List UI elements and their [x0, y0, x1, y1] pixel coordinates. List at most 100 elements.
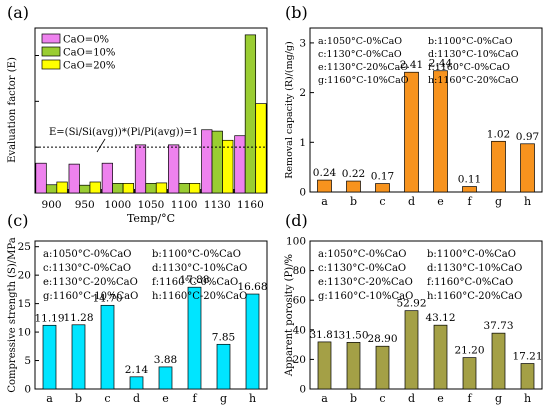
data-label-c: 0.17 — [371, 171, 394, 183]
legend-entry-3: c:1130°C-0%CaO — [318, 49, 402, 60]
bar-CaO10-1130 — [211, 130, 223, 194]
y-tick-label-0: 0 — [24, 384, 31, 396]
y-axis-a — [35, 55, 39, 148]
bar-g — [491, 140, 506, 193]
bar-h — [520, 143, 535, 193]
legend-entry-1: a:1050°C-0%CaO — [318, 36, 402, 47]
data-label-g: 7.85 — [212, 331, 235, 343]
legend-entry-6: f:1160°C-0%CaO — [152, 277, 238, 288]
bar-d — [404, 71, 419, 193]
bar-CaO10-1050 — [145, 183, 157, 194]
y-tick-label-2: 2 — [299, 87, 306, 99]
legend-entry-8: h:1160°C-20%CaO — [428, 75, 519, 86]
panel-b: (b) Removal capacity (R)/(mg/g) 0 1 2 3 a b c… — [284, 3, 543, 208]
legend-entry-4: d:1130°C-10%CaO — [427, 263, 522, 274]
y-axis-c: 0 5 10 15 20 25 — [18, 241, 39, 396]
legend-entry-6: f:1160°C-0%CaO — [428, 62, 510, 73]
data-label-a: 11.19 — [34, 312, 64, 324]
reference-line-label-a: E=(Si/Si(avg))*(Pi/Pi(avg))=1 — [49, 127, 198, 138]
x-tick-label-d: d — [133, 392, 140, 405]
bar-CaO0-950 — [68, 163, 80, 194]
y-tick-label-20: 20 — [18, 270, 31, 282]
bar-CaO0-1050 — [134, 144, 147, 194]
legend-entry-3: c:1130°C-0%CaO — [43, 263, 131, 274]
legend-entry-4: d:1130°C-10%CaO — [428, 49, 519, 60]
data-label-d: 2.41 — [400, 59, 423, 71]
legend-swatch-1 — [41, 46, 61, 57]
legend-entry-3: c:1130°C-0%CaO — [318, 263, 406, 274]
y-tick-label-20: 20 — [293, 354, 306, 366]
bar-CaO0-1000 — [101, 162, 113, 194]
x-tick-label-f: f — [192, 392, 197, 405]
x-tick-label-a: a — [46, 392, 53, 405]
panel-label-b: (b) — [285, 3, 308, 22]
plot-frame-b — [309, 27, 543, 193]
panel-d: (d) Apparent porosity (P)/% 0 20 40 60 80 100… — [284, 211, 543, 405]
y-tick-label-60: 60 — [293, 295, 306, 307]
y-axis-label-d: Apparent porosity (P)/% — [284, 254, 295, 377]
bars-a — [35, 34, 267, 194]
bar-d — [129, 376, 144, 390]
legend-swatch-2 — [41, 59, 61, 70]
y-axis-label-a: Evaluation factor (E) — [7, 57, 18, 163]
x-tick-label-h: h — [524, 392, 531, 405]
legend-entry-2: b:1100°C-0%CaO — [428, 36, 513, 47]
y-axis-label-b: Removal capacity (R)/(mg/g) — [284, 41, 295, 178]
bar-CaO20-1000 — [122, 183, 134, 194]
x-tick-label-g: g — [220, 392, 227, 405]
data-label-b: 0.22 — [342, 168, 365, 180]
legend-c: a:1050°C-0%CaO b:1100°C-0%CaO c:1130°C-0%C… — [43, 249, 247, 302]
bars-b: 0.24 0.22 0.17 2.41 2.44 0.11 1.02 0.97 — [313, 58, 539, 193]
bar-b — [71, 324, 86, 390]
x-tick-label-f: f — [467, 392, 472, 405]
bar-e — [158, 366, 173, 390]
legend-entry-2: b:1100°C-0%CaO — [152, 249, 241, 260]
x-axis-label-a: Temp/°C — [127, 212, 175, 225]
legend-entry-4: d:1130°C-10%CaO — [152, 263, 247, 274]
bar-f — [462, 186, 477, 193]
reference-arrow — [96, 138, 106, 153]
data-label-a: 0.24 — [313, 167, 337, 179]
legend-entry-7: g:1160°C-10%CaO — [318, 291, 413, 302]
y-axis-b: 0 1 2 3 — [299, 37, 314, 199]
data-label-c: 28.90 — [367, 333, 397, 345]
x-tick-label-900: 900 — [42, 199, 62, 211]
x-tick-label-1130: 1130 — [204, 199, 231, 211]
legend-b: a:1050°C-0%CaO b:1100°C-0%CaO c:1130°C-0%C… — [318, 36, 519, 86]
bar-f — [462, 357, 477, 390]
legend-a: CaO=0% CaO=10% CaO=20% — [41, 33, 115, 72]
x-tick-label-950: 950 — [75, 199, 95, 211]
plot-frame-d — [309, 240, 543, 390]
y-tick-label-40: 40 — [293, 324, 306, 336]
bar-a — [317, 179, 332, 193]
x-tick-label-a: a — [321, 195, 328, 208]
bar-CaO0-1100 — [168, 144, 180, 194]
x-tick-label-f: f — [467, 195, 472, 208]
legend-entry-6: f:1160°C-0%CaO — [427, 277, 513, 288]
bar-CaO20-950 — [89, 181, 101, 194]
bar-g — [216, 343, 231, 390]
data-label-d: 2.14 — [125, 364, 149, 376]
legend-entry-8: h:1160°C-20%CaO — [152, 291, 247, 302]
legend-entry-5: e:1130°C-20%CaO — [318, 62, 408, 73]
bar-CaO20-1050 — [155, 182, 168, 194]
x-tick-label-d: d — [408, 392, 415, 405]
panel-a: (a) Evaluation factor (E) Temp/°C 900 950… — [7, 3, 268, 225]
x-tick-label-e: e — [437, 195, 444, 208]
bar-CaO10-900 — [45, 184, 58, 194]
bar-b — [346, 342, 361, 390]
bar-g — [491, 332, 506, 390]
bar-e — [433, 324, 448, 390]
panel-label-c: (c) — [7, 211, 28, 230]
x-tick-label-c: c — [379, 195, 385, 208]
bar-c — [375, 183, 390, 193]
bar-CaO10-1160 — [244, 34, 257, 194]
bar-CaO0-1160 — [234, 135, 246, 194]
data-label-h: 16.68 — [237, 281, 267, 293]
bar-CaO20-900 — [56, 181, 68, 194]
bar-CaO20-1160 — [255, 103, 267, 194]
bar-CaO10-1000 — [112, 183, 124, 194]
data-label-e: 3.88 — [154, 354, 177, 366]
